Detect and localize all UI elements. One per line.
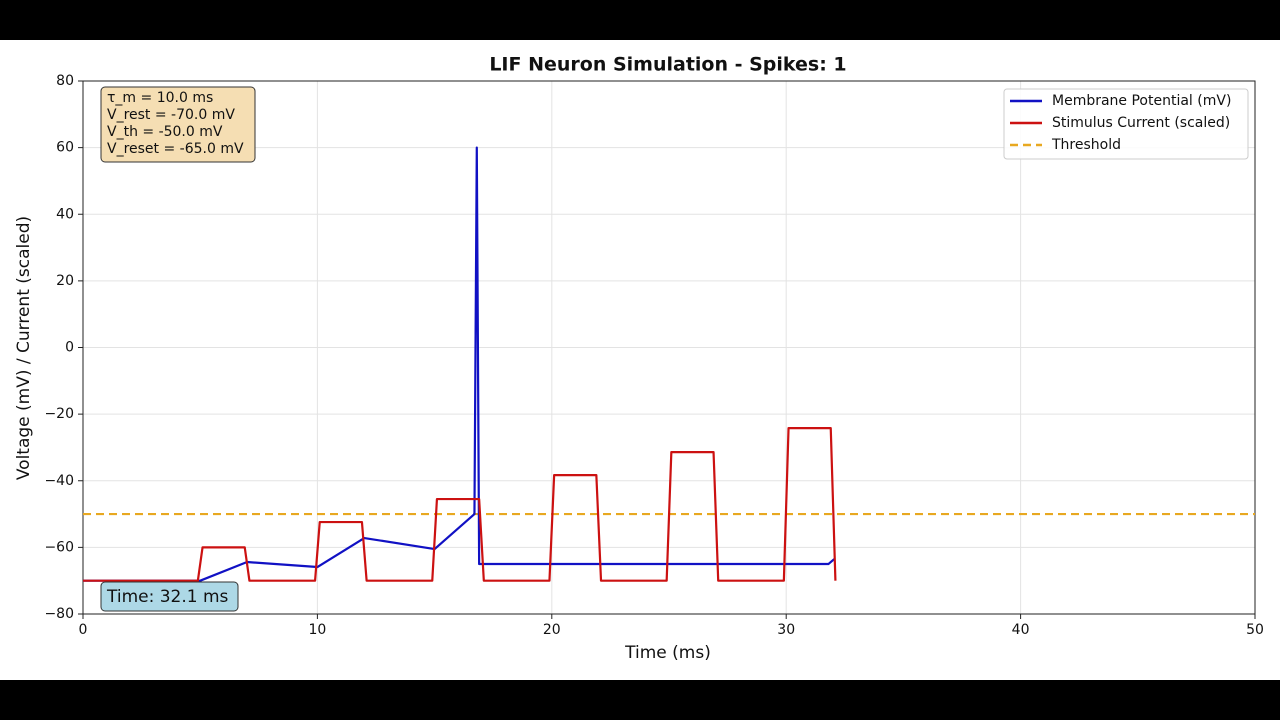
x-tick-label: 40 <box>1012 622 1030 638</box>
time-label: Time: 32.1 ms <box>106 587 229 607</box>
parameter-text: V_th = -50.0 mV <box>107 124 223 140</box>
y-tick-label: 60 <box>56 140 74 156</box>
x-tick-label: 10 <box>308 622 326 638</box>
x-tick-label: 50 <box>1246 622 1264 638</box>
series-line <box>83 427 837 582</box>
parameter-box <box>100 86 256 163</box>
y-tick-label: 40 <box>56 206 74 222</box>
plot-frame <box>82 80 1256 615</box>
y-tick-label: −60 <box>44 539 74 555</box>
legend-label: Threshold <box>1051 137 1121 153</box>
parameter-text: V_reset = -65.0 mV <box>107 141 244 157</box>
time-box <box>100 581 239 612</box>
x-axis-label: Time (ms) <box>624 643 711 663</box>
x-tick-label: 0 <box>79 622 88 638</box>
y-tick-label: 20 <box>56 273 74 289</box>
y-axis-label: Voltage (mV) / Current (scaled) <box>14 216 34 480</box>
chart-title: LIF Neuron Simulation - Spikes: 1 <box>489 54 846 76</box>
legend-label: Membrane Potential (mV) <box>1052 93 1231 109</box>
y-tick-label: −80 <box>44 606 74 622</box>
y-tick-label: 80 <box>56 73 74 89</box>
y-tick-label: −20 <box>44 406 74 422</box>
x-tick-label: 20 <box>543 622 561 638</box>
parameter-text: τ_m = 10.0 ms <box>107 90 213 106</box>
legend-box <box>1003 88 1249 160</box>
parameter-text: V_rest = -70.0 mV <box>107 107 235 123</box>
y-tick-label: −40 <box>44 473 74 489</box>
y-tick-label: 0 <box>65 340 74 356</box>
legend-label: Stimulus Current (scaled) <box>1052 115 1230 131</box>
x-tick-label: 30 <box>777 622 795 638</box>
